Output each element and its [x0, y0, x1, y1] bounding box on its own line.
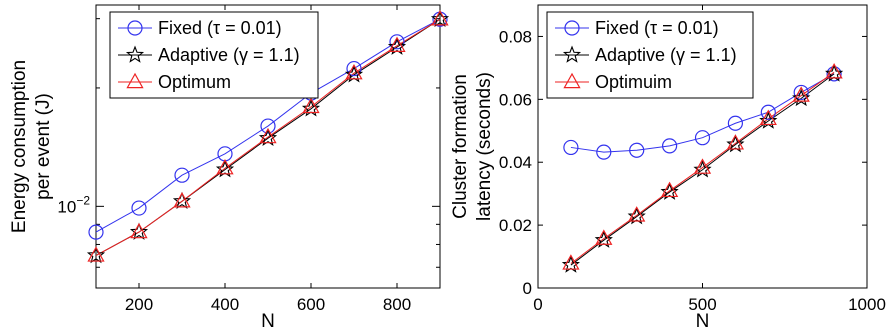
latency-chart: 0 500 1000 0 0.02 0.04 0.06 0.08 N Cluster format…	[450, 4, 886, 330]
data-point-triangle	[388, 36, 406, 52]
data-point-star	[792, 88, 811, 107]
legend-label: Optimuim	[595, 72, 672, 92]
legend-label: Adaptive (γ = 1.1)	[595, 45, 737, 65]
data-point-triangle	[628, 206, 646, 222]
data-point-star	[129, 222, 149, 240]
y-axis-label: latency (seconds)	[474, 72, 495, 221]
y-axis-label: Cluster formation	[450, 74, 471, 219]
data-point-circle	[596, 144, 612, 160]
plot-frame	[95, 4, 441, 289]
data-point-circle	[629, 142, 645, 158]
series-group	[561, 63, 844, 273]
data-point-circle	[131, 200, 147, 216]
x-tick-label: 0	[533, 295, 542, 314]
data-point-star	[594, 230, 613, 248]
legend-marker-triangle	[126, 72, 144, 89]
legend-label: Fixed (τ = 0.01)	[595, 18, 719, 38]
x-tick-label: 1000	[848, 295, 886, 314]
x-tick-label: 500	[688, 295, 716, 314]
legend: Fixed (τ = 0.01) Adaptive (γ = 1.1) Optimu…	[109, 11, 319, 99]
data-point-star	[258, 128, 278, 146]
data-point-star	[86, 245, 106, 264]
legend-marker-triangle	[563, 72, 581, 89]
data-point-star	[215, 160, 235, 178]
data-point-star	[660, 182, 679, 200]
data-point-triangle	[87, 246, 105, 262]
y-tick-label: 0.06	[499, 90, 532, 109]
legend-label: Optimum	[158, 72, 231, 92]
data-point-triangle	[259, 127, 277, 144]
data-point-triangle	[431, 10, 449, 26]
data-point-triangle	[130, 222, 148, 239]
series-line-triangle	[570, 71, 835, 264]
y-tick-label: 0.08	[499, 27, 532, 46]
y-tick-label: 10−2	[57, 193, 90, 216]
data-point-triangle	[693, 158, 712, 174]
data-point-triangle	[595, 229, 613, 245]
data-point-star	[430, 9, 450, 27]
data-point-circle	[661, 138, 678, 154]
data-point-star	[172, 191, 192, 210]
data-point-triangle	[792, 86, 810, 102]
data-point-circle	[389, 34, 405, 50]
data-point-triangle	[759, 109, 777, 126]
series-group	[86, 9, 450, 264]
data-point-star	[344, 65, 364, 83]
data-point-star	[387, 37, 407, 55]
data-point-circle	[88, 224, 104, 240]
data-point-circle	[174, 167, 190, 183]
data-point-triangle	[726, 134, 745, 150]
series-line-triangle	[95, 18, 441, 256]
data-point-circle	[346, 60, 362, 77]
data-point-circle	[260, 118, 276, 134]
data-point-circle	[694, 130, 711, 146]
legend-marker-circle	[127, 20, 143, 36]
legend: Fixed (τ = 0.01) Adaptive (γ = 1.1) Optimu…	[546, 11, 754, 99]
y-axis-label: per event (J)	[33, 93, 54, 200]
x-tick-label: 600	[297, 295, 325, 314]
y-tick-label: 0.04	[499, 153, 532, 172]
series-line-circle	[95, 18, 441, 233]
data-point-triangle	[660, 181, 679, 198]
data-point-star	[627, 207, 646, 225]
data-point-triangle	[216, 158, 234, 175]
data-point-triangle	[562, 254, 580, 270]
x-tick-label: 400	[211, 295, 239, 314]
data-point-star	[726, 135, 745, 153]
data-point-triangle	[345, 63, 363, 80]
y-tick-label: 0.02	[499, 216, 532, 235]
x-tick-label: 800	[383, 295, 411, 314]
data-point-star	[825, 64, 844, 82]
data-point-triangle	[302, 97, 320, 114]
data-point-star	[561, 255, 580, 273]
data-point-circle	[563, 139, 579, 156]
y-tick-label: 0	[523, 279, 532, 298]
data-point-circle	[793, 84, 809, 101]
energy-chart: 200 400 600 800 10−2 N Energy consumption per e…	[9, 4, 450, 330]
data-point-triangle	[173, 192, 191, 208]
y-axis-label: Energy consumption	[9, 60, 30, 233]
data-point-triangle	[825, 63, 843, 79]
legend-marker-star	[125, 45, 145, 63]
series-line-star	[570, 73, 835, 266]
data-point-circle	[727, 115, 744, 131]
legend-label: Fixed (τ = 0.01)	[158, 18, 282, 38]
x-axis-label: N	[696, 311, 710, 330]
x-axis-label: N	[261, 311, 275, 330]
legend-marker-circle	[564, 20, 580, 36]
series-line-circle	[570, 73, 835, 153]
legend-marker-star	[562, 45, 582, 63]
data-point-circle	[760, 104, 776, 120]
x-tick-label: 200	[125, 295, 153, 314]
legend-label: Adaptive (γ = 1.1)	[158, 45, 300, 65]
